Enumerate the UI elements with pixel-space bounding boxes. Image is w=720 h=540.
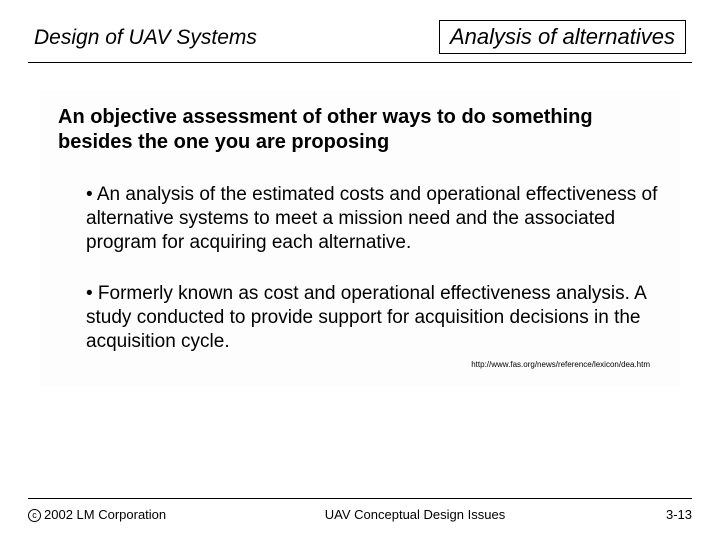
copyright-icon: c — [28, 509, 41, 522]
citation-url: http://www.fas.org/news/reference/lexico… — [58, 360, 650, 369]
footer-center-text: UAV Conceptual Design Issues — [188, 507, 642, 522]
footer-copyright: c2002 LM Corporation — [28, 507, 188, 522]
footer-row: c2002 LM Corporation UAV Conceptual Desi… — [28, 507, 692, 522]
slide-header: Design of UAV Systems Analysis of altern… — [28, 20, 692, 60]
header-rule — [28, 62, 692, 63]
slide-footer: c2002 LM Corporation UAV Conceptual Desi… — [28, 498, 692, 522]
footer-rule — [28, 498, 692, 499]
lead-text: An objective assessment of other ways to… — [58, 105, 662, 155]
bullet-2: • Formerly known as cost and operational… — [86, 282, 662, 353]
header-right-title: Analysis of alternatives — [439, 20, 686, 54]
copyright-text: 2002 LM Corporation — [44, 507, 166, 522]
header-left-title: Design of UAV Systems — [34, 20, 257, 50]
slide: Design of UAV Systems Analysis of altern… — [0, 0, 720, 540]
content-panel: An objective assessment of other ways to… — [40, 91, 680, 387]
footer-page-number: 3-13 — [642, 507, 692, 522]
bullet-1: • An analysis of the estimated costs and… — [86, 183, 662, 254]
